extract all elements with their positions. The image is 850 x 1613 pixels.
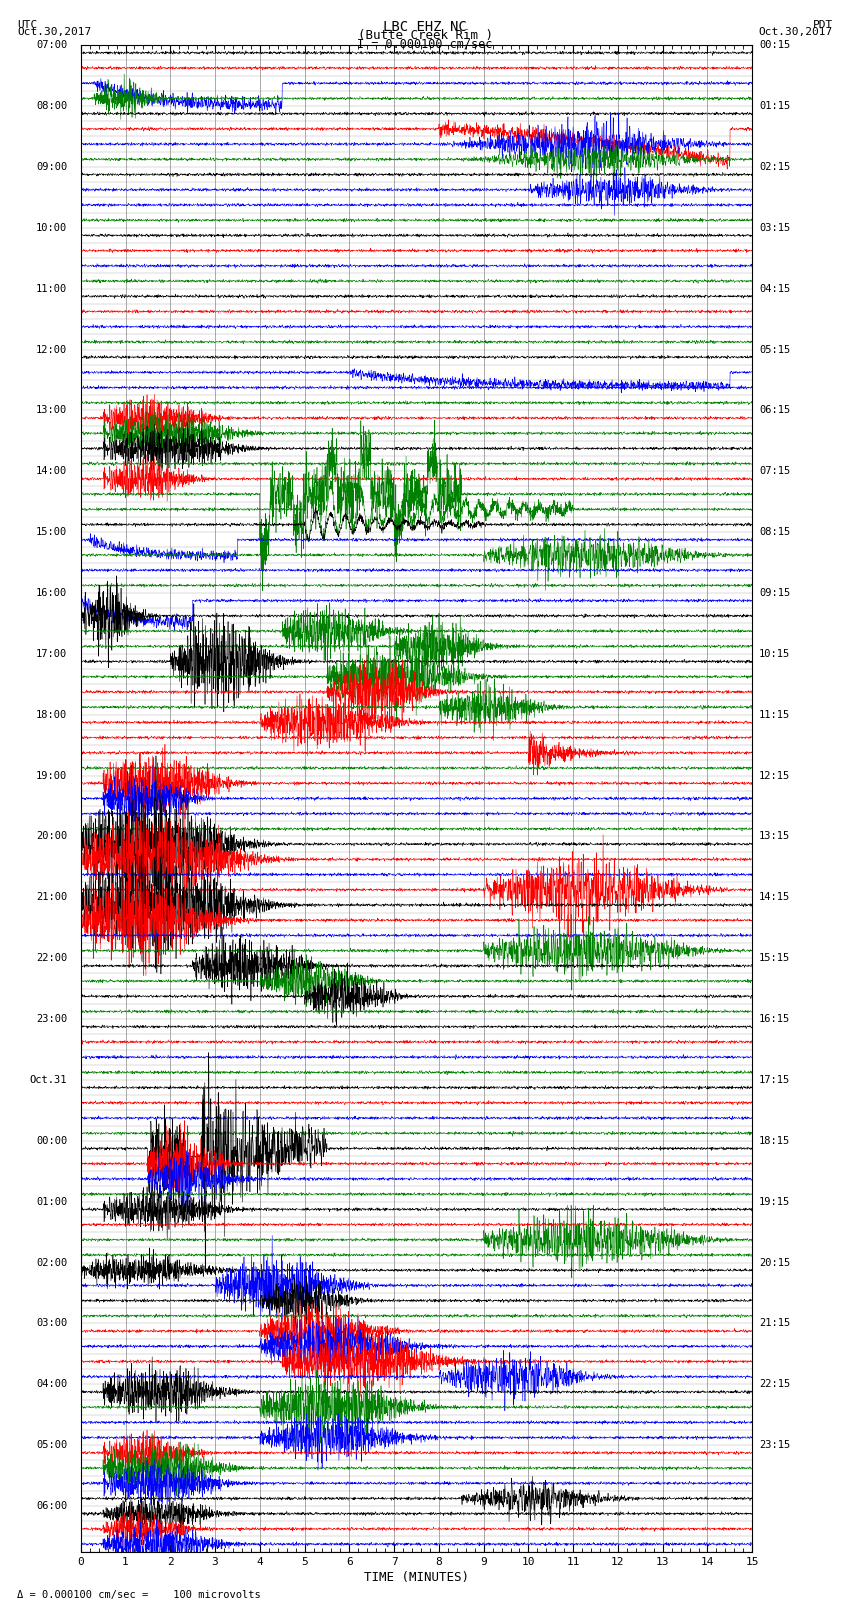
Text: Oct.30,2017: Oct.30,2017 [759,27,833,37]
Text: 21:15: 21:15 [759,1318,791,1329]
Text: 19:00: 19:00 [36,771,67,781]
Text: (Butte Creek Rim ): (Butte Creek Rim ) [358,29,492,42]
Text: 15:00: 15:00 [36,527,67,537]
Text: 06:15: 06:15 [759,405,791,416]
Text: 20:00: 20:00 [36,831,67,842]
Text: 14:15: 14:15 [759,892,791,902]
Text: 02:00: 02:00 [36,1258,67,1268]
Text: 04:15: 04:15 [759,284,791,294]
Text: 18:15: 18:15 [759,1136,791,1145]
Text: 03:15: 03:15 [759,223,791,232]
Text: 08:00: 08:00 [36,102,67,111]
Text: Oct.30,2017: Oct.30,2017 [17,27,91,37]
Text: 07:00: 07:00 [36,40,67,50]
Text: 01:15: 01:15 [759,102,791,111]
Text: 23:15: 23:15 [759,1440,791,1450]
Text: 22:00: 22:00 [36,953,67,963]
Text: LBC EHZ NC: LBC EHZ NC [383,19,467,34]
Text: Δ = 0.000100 cm/sec =    100 microvolts: Δ = 0.000100 cm/sec = 100 microvolts [17,1590,261,1600]
Text: 12:00: 12:00 [36,345,67,355]
Text: 12:15: 12:15 [759,771,791,781]
Text: 13:00: 13:00 [36,405,67,416]
Text: 15:15: 15:15 [759,953,791,963]
Text: 05:00: 05:00 [36,1440,67,1450]
Text: 22:15: 22:15 [759,1379,791,1389]
X-axis label: TIME (MINUTES): TIME (MINUTES) [364,1571,469,1584]
Text: PDT: PDT [813,19,833,31]
Text: 03:00: 03:00 [36,1318,67,1329]
Text: 10:00: 10:00 [36,223,67,232]
Text: 17:15: 17:15 [759,1074,791,1086]
Text: UTC: UTC [17,19,37,31]
Text: 11:00: 11:00 [36,284,67,294]
Text: 23:00: 23:00 [36,1015,67,1024]
Text: 14:00: 14:00 [36,466,67,476]
Text: 16:15: 16:15 [759,1015,791,1024]
Text: 00:15: 00:15 [759,40,791,50]
Text: 06:00: 06:00 [36,1502,67,1511]
Text: 05:15: 05:15 [759,345,791,355]
Text: Oct.31: Oct.31 [30,1074,67,1086]
Text: I = 0.000100 cm/sec: I = 0.000100 cm/sec [357,37,493,52]
Text: 19:15: 19:15 [759,1197,791,1207]
Text: 00:00: 00:00 [36,1136,67,1145]
Text: 09:00: 09:00 [36,161,67,173]
Text: 18:00: 18:00 [36,710,67,719]
Text: 13:15: 13:15 [759,831,791,842]
Text: 07:15: 07:15 [759,466,791,476]
Text: 21:00: 21:00 [36,892,67,902]
Text: 16:00: 16:00 [36,589,67,598]
Text: 01:00: 01:00 [36,1197,67,1207]
Text: 02:15: 02:15 [759,161,791,173]
Text: 10:15: 10:15 [759,648,791,658]
Text: 09:15: 09:15 [759,589,791,598]
Text: 11:15: 11:15 [759,710,791,719]
Text: 04:00: 04:00 [36,1379,67,1389]
Text: 17:00: 17:00 [36,648,67,658]
Text: 20:15: 20:15 [759,1258,791,1268]
Text: 08:15: 08:15 [759,527,791,537]
